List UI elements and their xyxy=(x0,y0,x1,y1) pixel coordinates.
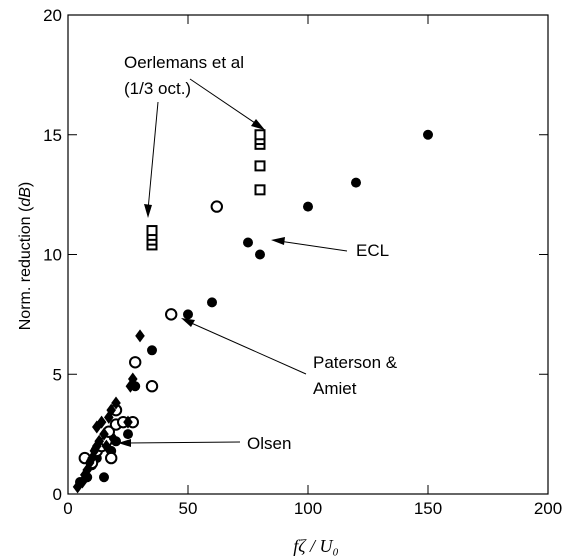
point-filled-diamond xyxy=(101,439,112,453)
annotation-ecl-label: ECL xyxy=(356,241,389,260)
point-open-square xyxy=(254,129,266,141)
annotation-olsen: Olsen xyxy=(118,434,291,453)
point-filled-circle xyxy=(183,309,193,320)
point-filled-diamond xyxy=(99,427,109,441)
annotation-oerlemans: Oerlemans et al (1/3 oct.) xyxy=(124,53,265,218)
point-filled-circle xyxy=(255,249,265,260)
point-filled-circle xyxy=(423,129,433,140)
annotation-oerlemans-arrow-2 xyxy=(189,78,259,126)
annotation-oerlemans-arrowhead-1 xyxy=(144,204,152,218)
annotation-paterson-arrowhead xyxy=(181,318,195,327)
y-tick-label: 20 xyxy=(43,6,62,25)
point-filled-circle xyxy=(123,429,133,440)
point-filled-diamond xyxy=(106,403,116,417)
x-tick-label: 0 xyxy=(63,499,72,518)
annotation-ecl-arrowhead xyxy=(271,237,285,245)
x-tick-label: 150 xyxy=(414,499,442,518)
x-axis-label: fζ / U₀ xyxy=(293,536,339,556)
point-filled-diamond xyxy=(135,329,145,343)
point-filled-circle xyxy=(99,472,109,483)
point-open-square xyxy=(254,160,266,172)
point-open-square xyxy=(254,184,266,196)
axis-ticks: 0 50 100 150 200 0 5 10 15 20 xyxy=(43,6,562,518)
annotation-paterson: Paterson & Amiet xyxy=(181,318,398,398)
annotation-olsen-arrowhead xyxy=(118,439,131,447)
point-filled-diamond xyxy=(108,432,119,446)
y-axis-label-close: ) xyxy=(17,182,34,187)
y-axis-label: Norm. reduction (dB) xyxy=(17,182,34,331)
point-filled-circle xyxy=(207,297,217,308)
y-tick-label: 10 xyxy=(43,246,62,265)
point-open-circle xyxy=(145,380,159,393)
series-open-square xyxy=(146,129,266,251)
point-filled-circle xyxy=(351,177,361,188)
point-open-circle xyxy=(105,451,118,465)
annotation-ecl-arrow xyxy=(278,240,348,252)
point-filled-diamond xyxy=(128,372,138,386)
y-tick-label: 0 xyxy=(53,485,62,504)
point-filled-diamond xyxy=(96,415,107,429)
y-axis-label-unit: dB xyxy=(17,187,34,207)
point-open-circle xyxy=(129,356,142,369)
y-axis-label-main: Norm. reduction ( xyxy=(17,206,34,330)
point-filled-circle xyxy=(303,201,313,212)
annotation-ecl: ECL xyxy=(271,237,389,260)
point-open-square xyxy=(146,225,158,237)
y-tick-label: 15 xyxy=(43,126,62,145)
annotation-olsen-label: Olsen xyxy=(247,434,291,453)
data-points xyxy=(72,129,433,494)
point-filled-diamond xyxy=(125,379,136,393)
point-filled-diamond xyxy=(123,415,133,429)
y-tick-label: 5 xyxy=(53,365,62,384)
annotation-olsen-arrow xyxy=(125,441,241,444)
annotation-oerlemans-arrow-1 xyxy=(147,101,159,211)
annotation-paterson-label2: Amiet xyxy=(313,379,357,398)
point-filled-circle xyxy=(243,237,253,248)
annotation-oerlemans-label2: (1/3 oct.) xyxy=(124,79,191,98)
point-filled-diamond xyxy=(94,434,104,448)
series-filled-diamond xyxy=(72,329,145,494)
point-filled-diamond xyxy=(111,396,121,410)
point-filled-circle xyxy=(147,345,157,356)
point-open-circle xyxy=(165,308,178,321)
annotation-oerlemans-label: Oerlemans et al xyxy=(124,53,244,72)
annotation-oerlemans-arrowhead-2 xyxy=(251,119,265,130)
annotation-paterson-label: Paterson & xyxy=(313,353,398,372)
annotation-paterson-arrow xyxy=(188,321,307,375)
x-tick-label: 100 xyxy=(294,499,322,518)
x-tick-label: 50 xyxy=(179,499,198,518)
point-open-circle xyxy=(210,200,224,213)
x-tick-label: 200 xyxy=(534,499,562,518)
